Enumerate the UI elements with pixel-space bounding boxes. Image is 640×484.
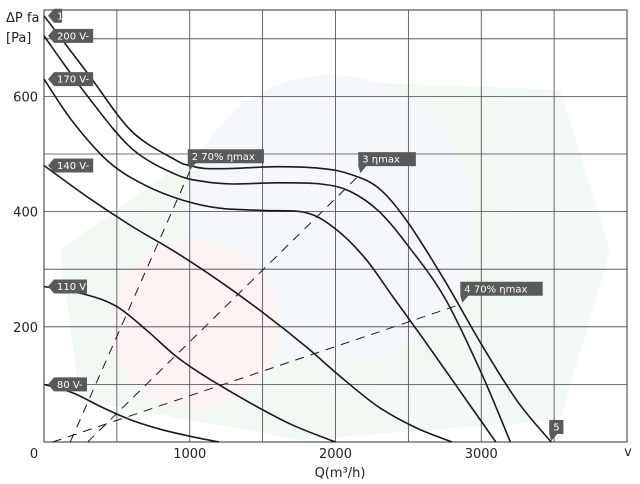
efficiency-line-3 [52,303,463,443]
x-tick-label: 3000 [465,447,498,462]
curve-tag-1: 1 [48,8,63,23]
series-line-2 [43,35,512,443]
watermark-logo [60,75,610,440]
curve-tag-4: 140 V- [48,158,94,173]
series-line-4 [43,164,453,443]
tag-label: 5 [553,423,559,434]
efficiency-line-1 [69,171,191,443]
y-axis-title-line1: ΔP fa [6,11,39,26]
curve-tag-5: 110 V [48,279,87,294]
efficiency-lines [52,171,463,443]
tag-shape [48,72,94,87]
tag-shape [549,420,564,441]
series-line-3 [43,78,497,443]
x-axis-title: Q(m³/h) [315,466,366,481]
grid [44,10,627,442]
tag-label: 110 V [57,282,86,293]
curve-tags: 1 200 V- 170 V- 140 V- 110 V 80 V- 2 70% ηmax 3… [48,8,564,441]
curve-tag-8: 3 ηmax [358,152,416,174]
curve-tag-6: 80 V- [48,377,87,392]
x-axis-corner-label: v [624,445,632,460]
tag-label: 3 ηmax [362,155,400,166]
tag-label: 1 [57,11,63,22]
series-line-1 [43,15,552,443]
x-tick-labels: 0 1000 2000 3000 [30,447,498,462]
tag-label: 140 V- [57,161,90,172]
tag-shape [48,377,87,392]
curve-tag-3: 170 V- [48,72,94,87]
series-line-6 [43,383,220,443]
tag-shape [48,158,94,173]
x-tick-label: 0 [30,447,38,462]
curve-tag-7: 2 70% ηmax [187,149,264,171]
curve-tag-2: 200 V- [48,28,94,43]
tag-shape [48,8,63,23]
tag-shape [48,279,87,294]
tag-shape [48,28,94,43]
tag-label: 170 V- [57,75,90,86]
fan-curves [43,15,552,443]
y-axis-title-line2: [Pa] [6,31,31,46]
x-tick-label: 2000 [319,447,352,462]
tag-label: 2 70% ηmax [192,152,255,163]
tag-shape [460,281,543,303]
tag-shape [187,149,264,171]
y-tick-labels: 200 400 600 [13,90,38,335]
tag-label: 4 70% ηmax [464,284,527,295]
x-tick-label: 1000 [173,447,206,462]
series-line-5 [43,285,336,443]
tag-label: 200 V- [57,31,90,42]
y-tick-label: 600 [13,90,38,105]
tag-label: 80 V- [57,380,83,391]
y-tick-label: 400 [13,206,38,221]
y-tick-label: 200 [13,321,38,336]
curve-tag-10: 5 [549,420,564,441]
curve-tag-9: 4 70% ηmax [460,281,543,303]
tag-shape [358,152,416,174]
